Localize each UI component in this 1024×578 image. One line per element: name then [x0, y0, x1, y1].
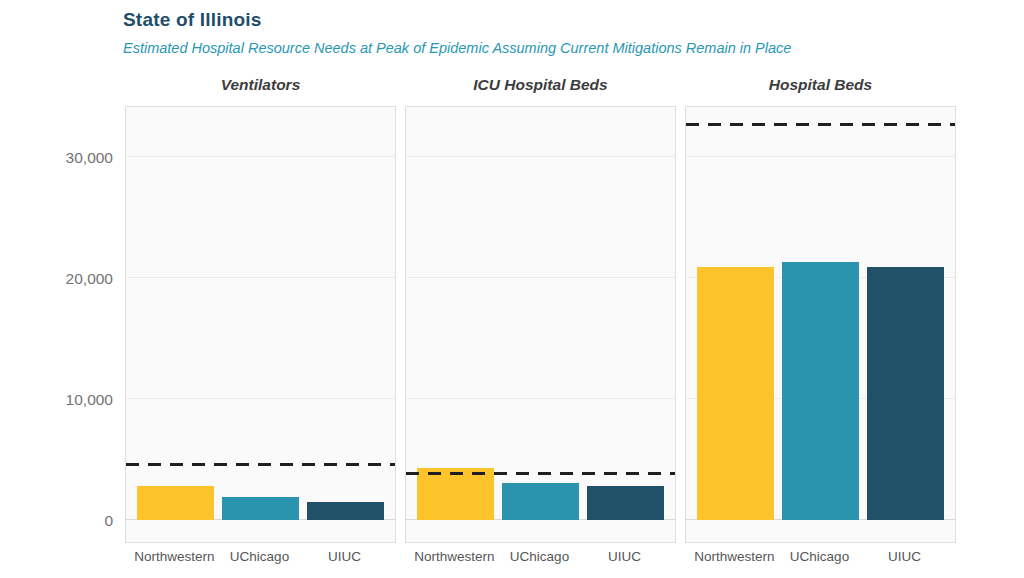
bar-uchicago	[222, 497, 299, 520]
bar-uchicago	[502, 483, 579, 521]
capacity-dashed-line	[406, 472, 675, 475]
gridline	[126, 277, 395, 278]
gridline	[406, 156, 675, 157]
chart-subtitle: Estimated Hospital Resource Needs at Pea…	[123, 40, 791, 56]
chart-title: State of Illinois	[123, 9, 262, 31]
facet-title-ventilators: Ventilators	[125, 76, 396, 96]
chart-figure: State of Illinois Estimated Hospital Res…	[0, 0, 1024, 578]
gridline	[126, 156, 395, 157]
bar-uchicago	[782, 262, 859, 520]
capacity-dashed-line	[126, 463, 395, 466]
chart-panel-1	[125, 106, 396, 543]
facet-title-icu-hospital-beds: ICU Hospital Beds	[405, 76, 676, 96]
chart-panel-3	[685, 106, 956, 543]
y-axis-tick-label: 20,000	[0, 269, 113, 289]
x-axis-label-uiuc: UIUC	[565, 548, 685, 566]
y-axis-tick-label: 30,000	[0, 148, 113, 168]
facet-title-hospital-beds: Hospital Beds	[685, 76, 956, 96]
gridline	[686, 156, 955, 157]
bar-northwestern	[137, 486, 214, 520]
bar-uiuc	[867, 267, 944, 520]
y-axis-tick-label: 10,000	[0, 390, 113, 410]
x-axis-label-uiuc: UIUC	[845, 548, 965, 566]
capacity-dashed-line	[686, 123, 955, 126]
bar-uiuc	[587, 486, 664, 520]
x-axis-label-uiuc: UIUC	[285, 548, 405, 566]
bar-northwestern	[697, 267, 774, 520]
gridline	[406, 277, 675, 278]
gridline	[406, 398, 675, 399]
bar-northwestern	[417, 468, 494, 520]
chart-panel-2	[405, 106, 676, 543]
gridline	[126, 398, 395, 399]
bar-uiuc	[307, 502, 384, 520]
y-axis-tick-label: 0	[0, 511, 113, 531]
